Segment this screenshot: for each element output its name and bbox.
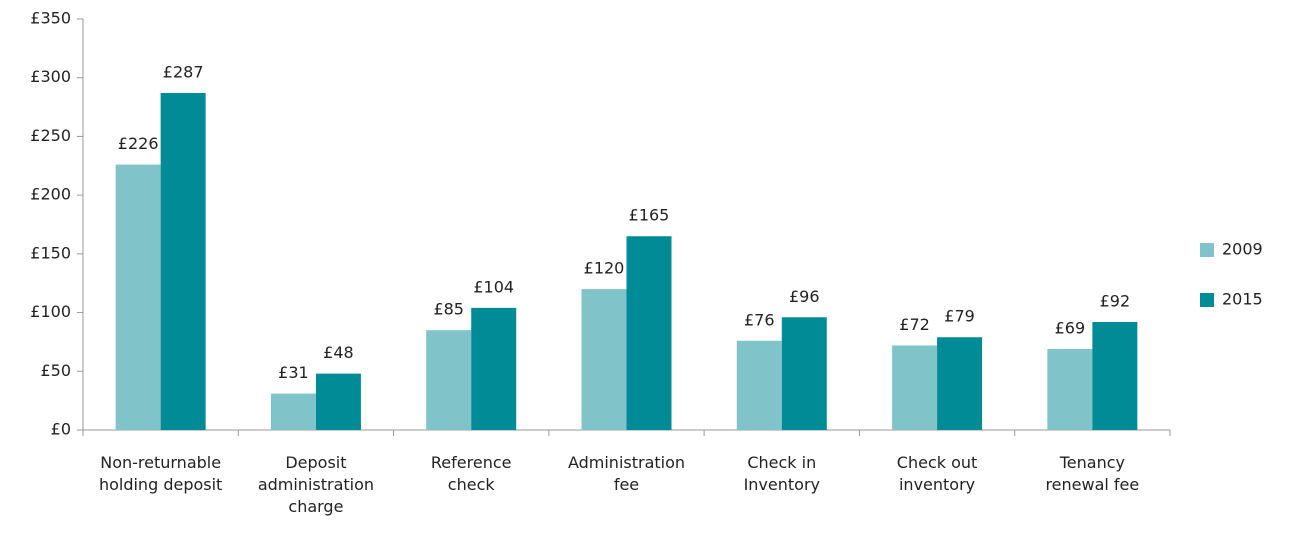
data-label: £226 [118, 134, 159, 153]
data-label: £69 [1055, 318, 1086, 337]
bar [115, 164, 161, 430]
bar [781, 317, 827, 430]
x-tick-label: Reference check [430, 453, 512, 494]
x-tick-label: Deposit administration charge [257, 453, 375, 516]
bar [937, 337, 983, 430]
data-label: £165 [629, 206, 670, 225]
data-label: £31 [278, 363, 309, 382]
y-tick-label: £50 [40, 361, 71, 380]
data-label: £120 [584, 259, 625, 278]
bar [626, 236, 672, 430]
x-tick-label: Administration fee [567, 453, 686, 494]
y-tick-label: £150 [30, 243, 71, 262]
bar [160, 92, 206, 430]
bar [471, 307, 517, 430]
bar [892, 345, 938, 430]
y-tick-label: £250 [30, 126, 71, 145]
bar [1092, 321, 1138, 430]
y-tick-label: £200 [30, 185, 71, 204]
bar [581, 289, 627, 430]
data-label: £79 [944, 307, 975, 326]
legend-swatch [1200, 293, 1214, 307]
bar [1047, 348, 1093, 430]
y-tick-label: £0 [51, 420, 71, 439]
data-label: £104 [473, 277, 514, 296]
x-tick-label: Non-returnable holding deposit [98, 453, 223, 494]
x-tick-label: Check out inventory [896, 453, 978, 494]
y-tick-label: £300 [30, 67, 71, 86]
data-label: £85 [433, 300, 464, 319]
y-tick-label: £350 [30, 9, 71, 28]
bar [426, 330, 472, 430]
bar [736, 340, 782, 430]
data-label: £76 [744, 310, 775, 329]
data-label: £96 [789, 287, 820, 306]
x-tick-label: Tenancy renewal fee [1045, 453, 1140, 494]
data-label: £92 [1100, 291, 1131, 310]
data-label: £48 [323, 343, 354, 362]
legend-swatch [1200, 243, 1214, 257]
y-tick-label: £100 [30, 302, 71, 321]
data-label: £287 [163, 62, 204, 81]
data-label: £72 [899, 315, 930, 334]
legend-label: 2015 [1222, 290, 1263, 309]
x-tick-label: Check in Inventory [743, 453, 820, 494]
bar [270, 393, 316, 430]
legend-label: 2009 [1222, 240, 1263, 259]
bar [315, 373, 361, 430]
